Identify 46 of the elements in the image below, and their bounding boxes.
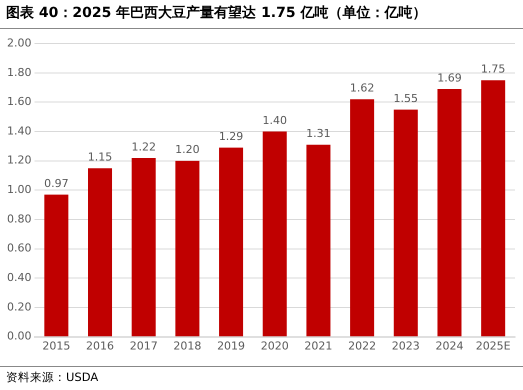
y-tick-label: 0.20 bbox=[6, 300, 32, 314]
y-tick-label: 1.80 bbox=[6, 66, 32, 79]
data-label: 1.55 bbox=[394, 92, 418, 105]
data-label: 1.22 bbox=[131, 140, 156, 154]
x-tick-label: 2021 bbox=[304, 339, 332, 352]
x-tick-label: 2022 bbox=[348, 339, 376, 352]
data-label: 1.69 bbox=[437, 71, 462, 84]
bar bbox=[481, 80, 506, 336]
x-tick-label: 2023 bbox=[392, 339, 420, 352]
y-tick-label: 0.60 bbox=[6, 242, 32, 255]
data-label: 1.62 bbox=[350, 82, 374, 95]
x-tick-label: 2024 bbox=[435, 339, 464, 352]
data-label: 1.15 bbox=[88, 150, 112, 164]
y-tick-label: 1.00 bbox=[6, 183, 32, 196]
x-tick-label: 2016 bbox=[86, 339, 114, 352]
data-label: 1.20 bbox=[175, 143, 200, 156]
bar bbox=[88, 168, 112, 336]
data-label: 1.31 bbox=[306, 127, 331, 140]
y-tick-label: 1.20 bbox=[6, 154, 32, 167]
y-tick-label: 1.60 bbox=[6, 95, 32, 108]
x-tick-label: 2015 bbox=[42, 339, 70, 352]
y-tick-label: 0.80 bbox=[6, 212, 32, 226]
bar bbox=[132, 158, 156, 336]
bar bbox=[175, 160, 200, 336]
data-label: 1.40 bbox=[262, 114, 287, 127]
text: 资料来源：USDA bbox=[6, 370, 98, 385]
y-tick-label: 0.40 bbox=[6, 271, 32, 284]
data-label: 0.97 bbox=[44, 176, 69, 190]
bar bbox=[350, 99, 374, 336]
x-tick-label: 2025E bbox=[476, 339, 511, 352]
y-tick-label: 0.00 bbox=[6, 330, 32, 343]
y-tick-label: 1.40 bbox=[6, 124, 32, 138]
bar bbox=[219, 148, 244, 336]
x-tick-label: 2020 bbox=[260, 339, 289, 352]
bar bbox=[262, 132, 287, 336]
bar bbox=[437, 89, 462, 336]
y-tick-label: 2.00 bbox=[6, 36, 32, 50]
chart-title: 图表 40：2025 年巴西大豆产量有望达 1.75 亿吨（单位：亿吨） bbox=[6, 4, 426, 22]
x-tick-label: 2018 bbox=[173, 339, 202, 352]
bar bbox=[44, 194, 68, 336]
bar bbox=[394, 110, 418, 336]
data-label: 1.29 bbox=[218, 130, 244, 144]
data-label: 1.75 bbox=[480, 62, 506, 76]
x-tick-label: 2019 bbox=[217, 339, 246, 352]
x-tick-label: 2017 bbox=[130, 339, 158, 352]
bar bbox=[306, 144, 330, 336]
